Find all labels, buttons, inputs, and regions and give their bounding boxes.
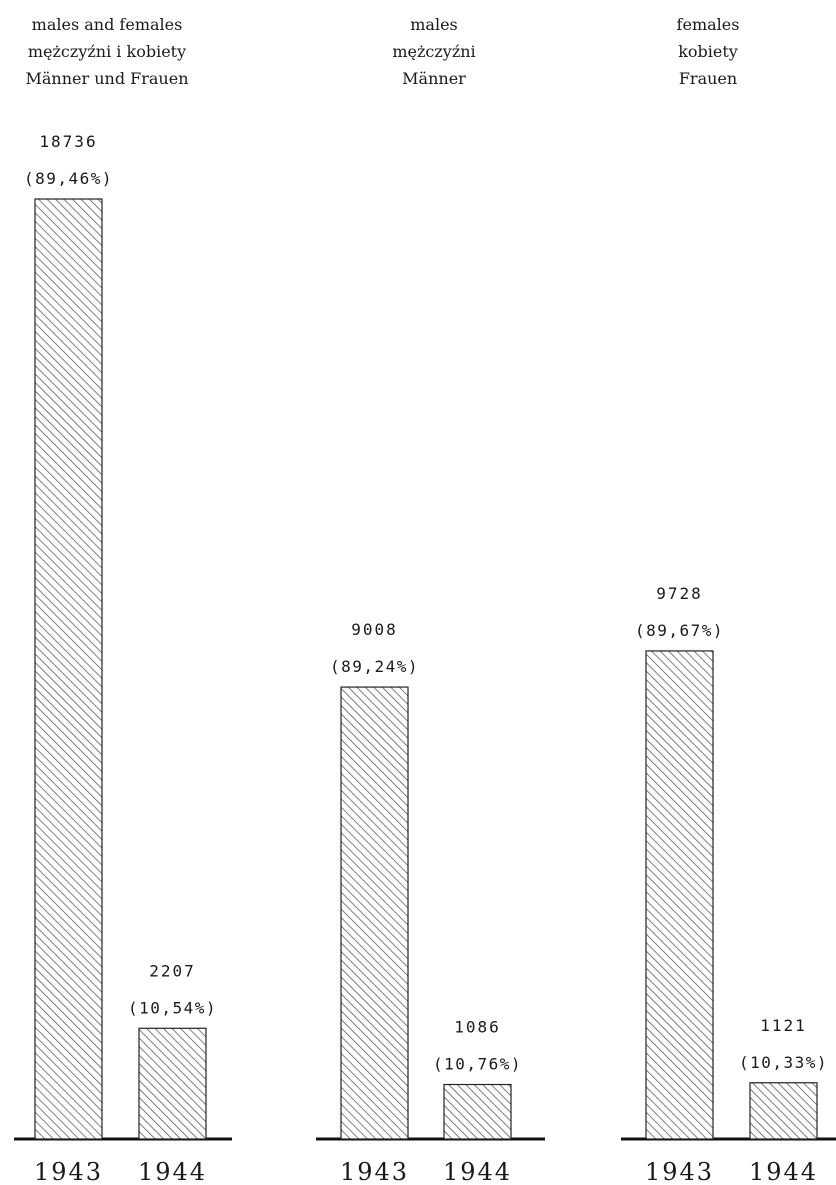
value-label: 1086 [454,1018,501,1037]
chart-group-3: females kobiety Frauen (89,67%) 9728 1943 (10,… [621,15,836,1185]
chart-group-1: males and females mężczyźni i kobiety Männ… [14,15,232,1185]
value-label: 9008 [351,620,398,639]
bar-1944 [749,1082,818,1140]
x-tick-label: 1944 [443,1158,512,1185]
percent-label: (10,54%) [128,998,217,1017]
x-tick-label: 1944 [138,1158,207,1185]
group-title-line: males [410,15,458,34]
x-tick-label: 1944 [749,1158,818,1185]
value-label: 1121 [760,1016,807,1035]
value-label: 9728 [656,584,703,603]
x-tick-label: 1943 [645,1158,714,1185]
percent-label: (89,46%) [24,169,113,188]
value-label: 2207 [149,961,196,980]
group-title-line: males and females [32,15,183,34]
percent-label: (89,67%) [635,621,724,640]
bar-1943 [645,650,714,1140]
x-tick-label: 1943 [340,1158,409,1185]
group-title-line: kobiety [678,42,738,61]
bar-1944 [138,1027,207,1140]
percent-label: (89,24%) [330,657,419,676]
bar-1944 [443,1083,512,1140]
percent-label: (10,76%) [433,1055,522,1074]
value-label: 18736 [39,132,97,151]
group-title-line: mężczyźni [392,42,475,61]
chart-group-2: males mężczyźni Männer (89,24%) 9008 1943 (10,… [316,15,545,1185]
group-title-line: Frauen [679,69,737,88]
x-tick-label: 1943 [34,1158,103,1185]
group-title-line: Männer [402,69,466,88]
percent-label: (10,33%) [739,1053,828,1072]
bar-1943 [34,198,103,1140]
group-title-line: females [677,15,740,34]
bar-1943 [340,686,409,1140]
group-title-line: Männer und Frauen [25,69,188,88]
group-title-line: mężczyźni i kobiety [28,42,186,61]
